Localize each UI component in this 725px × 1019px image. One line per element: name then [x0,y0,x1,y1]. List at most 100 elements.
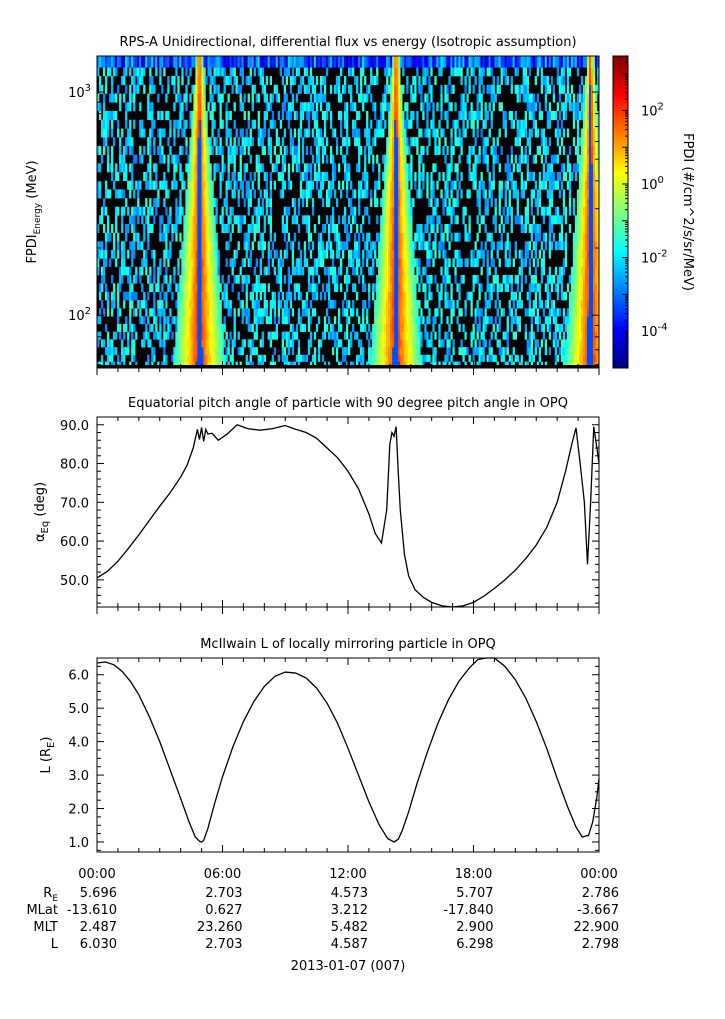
spectrogram-cell [325,102,329,112]
spectrogram-cell [345,137,349,147]
spectrogram-cell [418,361,421,366]
spectrogram-cell [582,323,586,332]
spectrogram-cell [251,339,254,348]
spectrogram-cell [335,331,339,340]
spectrogram-cell [490,241,493,251]
spectrogram-cell [504,163,507,173]
spectrogram-cell [133,275,136,284]
spectrogram-cell [189,283,192,293]
spectrogram-cell [299,323,303,332]
spectrogram-cell [440,241,443,251]
spectrogram-cell [285,145,289,155]
spectrogram-cell [414,291,417,301]
spectrogram-cell [446,163,449,173]
spectrogram-cell [562,331,566,340]
spectrogram-cell [227,172,230,181]
spectrogram-cell [444,224,447,233]
spectrogram-cell [159,215,162,225]
spectrogram-cell [596,172,600,181]
spectrogram-cell [366,128,369,138]
spectrogram-cell [540,76,544,86]
spectrogram-cell [305,56,309,68]
spectrogram-cell [576,215,580,225]
spectrogram-cell [275,93,279,103]
spectrogram-cell [185,316,188,325]
spectrogram-cell [201,339,204,348]
spectrogram-cell [458,291,461,301]
spectrogram-cell [476,189,479,199]
spectrogram-cell [586,347,590,356]
spectrogram-cell [592,180,596,190]
spectrogram-cell [472,119,475,129]
spectrogram-cell [197,361,200,366]
spectrogram-cell [167,137,170,147]
spectrogram-cell [219,300,222,309]
spectrogram-cell [169,323,172,332]
spectrogram-cell [279,145,283,155]
spectrogram-cell [211,347,214,356]
spectrogram-cell [131,172,134,181]
spectrogram-cell [368,249,371,259]
spectrogram-cell [117,316,120,325]
spectrogram-cell [402,137,405,147]
spectrogram-cell [526,102,530,112]
spectrogram-cell [472,347,475,356]
spectrogram-cell [446,172,449,181]
spectrogram-cell [169,275,172,284]
spectrogram-cell [117,119,120,129]
spectrogram-cell [452,206,455,216]
spectrogram-cell [109,354,112,362]
spectrogram-cell [422,145,425,155]
spectrogram-cell [145,323,148,332]
spectrogram-cell [490,84,493,94]
spectrogram-cell [189,145,192,155]
spectrogram-cell [327,102,331,112]
spectrogram-cell [193,145,196,155]
spectrogram-cell [125,172,128,181]
spectrogram-cell [223,339,226,348]
spectrogram-cell [536,258,540,268]
spectrogram-cell [596,110,600,121]
spectrogram-cell [508,308,511,317]
spectrogram-cell [548,110,552,121]
spectrogram-cell [165,232,168,242]
spectrogram-cell [592,361,596,366]
spectrogram-cell [572,291,576,301]
spectrogram-cell [578,354,582,362]
spectrogram-cell [416,300,419,309]
spectrogram-cell [424,300,427,309]
spectrogram-cell [307,84,311,94]
spectrogram-cell [287,56,291,68]
spectrogram-cell [167,84,170,94]
spectrogram-cell [390,354,393,362]
spectrogram-cell [434,241,437,251]
spectrogram-cell [293,206,297,216]
spectrogram-cell [101,249,104,259]
spectrogram-cell [518,215,521,225]
spectrogram-cell [329,84,333,94]
spectrogram-cell [592,189,596,199]
spectrogram-cell [526,198,530,208]
spectrogram-cell [466,347,469,356]
spectrogram-cell [560,215,564,225]
spectrogram-cell [197,249,200,259]
spectrogram-cell [323,323,327,332]
spectrogram-cell [412,241,415,251]
spectrogram-cell [582,93,586,103]
spectrogram-cell [470,291,473,301]
spectrogram-cell [394,110,397,121]
spectrogram-cell [193,323,196,332]
spectrogram-cell [135,266,138,276]
spectrogram-cell [498,163,501,173]
spectrogram-cell [159,316,162,325]
spectrogram-cell [380,283,383,293]
spectrogram-cell [502,275,505,284]
spectrogram-cell [129,316,132,325]
spectrogram-cell [370,249,373,259]
spectrogram-cell [229,128,232,138]
spectrogram-cell [213,76,216,86]
spectrogram-cell [480,102,483,112]
spectrogram-cell [141,283,144,293]
spectrogram-cell [478,206,481,216]
spectrogram-cell [382,323,385,332]
